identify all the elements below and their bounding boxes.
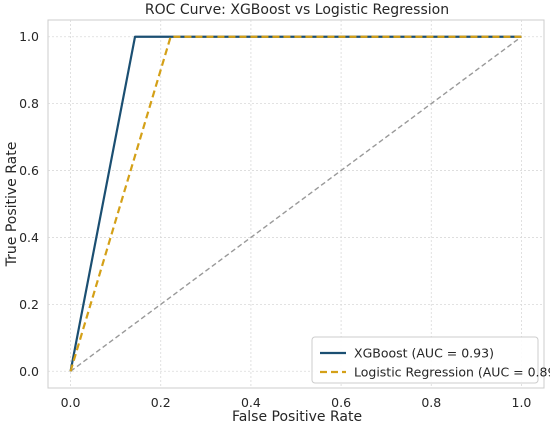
x-tick-label: 0.4: [241, 395, 261, 410]
y-tick-label: 1.0: [19, 29, 39, 44]
x-tick-label: 1.0: [512, 395, 532, 410]
x-tick-label: 0.2: [151, 395, 171, 410]
x-tick-label: 0.8: [421, 395, 441, 410]
chart-title: ROC Curve: XGBoost vs Logistic Regressio…: [145, 2, 449, 18]
x-tick-label: 0.6: [331, 395, 351, 410]
xgboost-roc-line: [69, 35, 522, 372]
y-axis-ticks: 0.0 0.2 0.4 0.6 0.8 1.0: [19, 29, 39, 379]
x-tick-label: 0.0: [61, 395, 81, 410]
x-axis-label: False Positive Rate: [232, 409, 362, 425]
legend-box: [311, 336, 539, 384]
y-tick-label: 0.2: [19, 297, 39, 312]
logistic-regression-roc-line: [69, 35, 522, 372]
legend: XGBoost (AUC = 0.93) Logistic Regression …: [311, 336, 550, 384]
y-tick-label: 0.8: [19, 96, 39, 111]
y-axis-label: True Positive Rate: [4, 142, 20, 268]
y-tick-label: 0.0: [19, 364, 39, 379]
y-tick-label: 0.4: [19, 230, 39, 245]
series-layer: [69, 35, 522, 372]
x-axis-ticks: 0.0 0.2 0.4 0.6 0.8 1.0: [61, 395, 532, 410]
y-tick-label: 0.6: [19, 163, 39, 178]
reference-diagonal-line: [70, 36, 522, 372]
legend-label: Logistic Regression (AUC = 0.89): [354, 365, 550, 380]
legend-label: XGBoost (AUC = 0.93): [354, 346, 494, 361]
